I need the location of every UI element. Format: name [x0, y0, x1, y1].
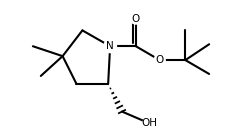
Text: OH: OH [142, 118, 158, 129]
Text: N: N [106, 41, 114, 51]
Circle shape [130, 13, 141, 24]
Circle shape [104, 40, 116, 53]
Circle shape [154, 55, 165, 66]
Text: O: O [132, 14, 140, 24]
Circle shape [143, 116, 157, 130]
Text: O: O [155, 55, 164, 65]
